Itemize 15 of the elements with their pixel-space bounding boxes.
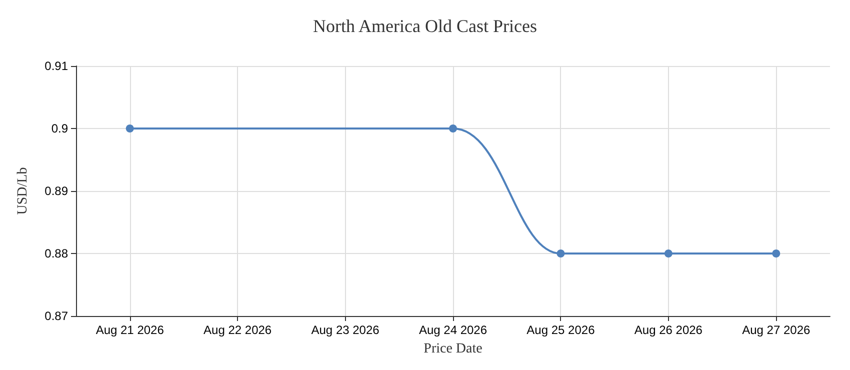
x-tick-label: Aug 23 2026	[311, 323, 380, 337]
x-tick-label: Aug 21 2026	[96, 323, 164, 337]
x-tick-label: Aug 24 2026	[418, 323, 488, 337]
x-tick-label: Aug 22 2026	[204, 323, 272, 337]
x-tick-label: Aug 25 2026	[526, 323, 596, 337]
x-tick-label: Aug 27 2026	[742, 323, 810, 337]
y-tick-label: 0.87	[44, 309, 68, 323]
y-tick-label: 0.9	[51, 122, 68, 136]
chart-title: North America Old Cast Prices	[313, 16, 537, 36]
x-tick-label: Aug 26 2026	[634, 323, 703, 337]
y-axis-title: USD/Lb	[16, 167, 30, 215]
y-tick-label: 0.89	[44, 184, 68, 198]
y-tick-label: 0.88	[44, 246, 68, 260]
x-axis-title: Price Date	[424, 342, 482, 356]
y-tick-label: 0.91	[44, 59, 68, 73]
